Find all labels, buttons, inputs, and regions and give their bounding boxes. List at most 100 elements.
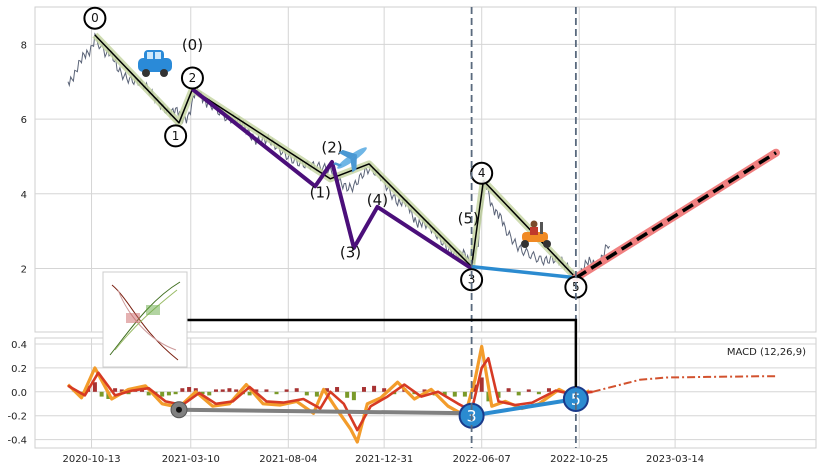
histogram-bar xyxy=(213,389,218,392)
wave-label: (0) xyxy=(182,36,203,54)
inset-thumbnail xyxy=(102,271,188,368)
histogram-bar xyxy=(472,384,477,392)
x-tick-label: 2023-03-14 xyxy=(646,454,704,465)
histogram-bar xyxy=(486,391,491,402)
histogram-bar xyxy=(294,388,299,392)
connector-path xyxy=(187,318,578,387)
macd-divergence-line xyxy=(178,407,472,416)
macd-y-tick: -0.4 xyxy=(7,436,27,447)
macd-line xyxy=(66,344,591,444)
wave-number-circle xyxy=(180,66,204,90)
histogram-bar xyxy=(422,389,427,392)
wave-number-circle xyxy=(83,6,107,30)
macd-marker-dot xyxy=(175,406,182,413)
histogram-bar xyxy=(506,388,511,392)
signal-line xyxy=(67,357,593,432)
histogram-bar xyxy=(200,391,205,395)
histogram-bar xyxy=(462,391,467,397)
macd-legend: MACD (12,26,9) xyxy=(727,347,806,358)
wave-label: (3) xyxy=(340,243,361,261)
scooter-rider xyxy=(530,227,538,235)
price-y-tick-labels: 2 4 6 8 xyxy=(21,40,27,275)
histogram-bar xyxy=(160,391,165,397)
histogram-bar xyxy=(139,389,144,392)
histogram-bar xyxy=(99,391,104,397)
price-y-tick: 2 xyxy=(21,264,27,275)
x-tick-label: 2021-12-31 xyxy=(355,454,413,465)
x-tick-label: 2022-06-07 xyxy=(453,454,511,465)
wave-label: (5) xyxy=(458,210,479,228)
price-series xyxy=(67,32,780,283)
histogram-bar xyxy=(536,391,541,395)
price-y-tick: 8 xyxy=(21,40,27,51)
histogram-bar xyxy=(264,389,269,392)
scooter-body xyxy=(522,232,548,242)
histogram-bar xyxy=(324,388,329,392)
macd-y-tick: 0.0 xyxy=(11,388,27,399)
histogram-bar xyxy=(284,389,289,392)
histogram-bar xyxy=(207,391,212,396)
histogram-bar xyxy=(234,389,239,392)
histogram-bar xyxy=(113,388,118,392)
car-wheel xyxy=(142,69,150,77)
histogram-bar xyxy=(166,391,171,396)
histogram-bar xyxy=(92,382,97,392)
macd-y-tick: 0.2 xyxy=(11,364,27,375)
histogram-bar xyxy=(119,389,124,392)
x-tick-label: 2021-03-10 xyxy=(162,454,220,465)
histogram-bar xyxy=(382,388,387,392)
connector-line xyxy=(187,318,578,387)
histogram-bar xyxy=(304,391,309,396)
histogram-bar xyxy=(126,391,131,395)
histogram-bar xyxy=(227,388,232,392)
wave-number: 4 xyxy=(478,166,486,180)
car-wheel xyxy=(160,69,168,77)
wave-label: (1) xyxy=(310,184,331,202)
histogram-bar xyxy=(180,388,185,392)
histogram-bar xyxy=(351,391,356,401)
macd-projection xyxy=(592,375,776,393)
histogram-bar xyxy=(220,389,225,392)
wave-3-5-segment xyxy=(471,264,577,280)
plane-wing xyxy=(350,154,357,173)
car-window xyxy=(147,52,153,59)
x-tick-label: 2021-08-04 xyxy=(259,454,317,465)
histogram-bar xyxy=(274,391,279,395)
scooter-icon xyxy=(521,220,551,248)
wave-zigzag-line xyxy=(94,34,577,279)
car-icon xyxy=(138,50,172,77)
histogram-bar xyxy=(335,387,340,392)
plane-tail xyxy=(332,162,343,167)
price-y-tick: 6 xyxy=(21,115,27,126)
price-y-tick: 4 xyxy=(21,190,27,201)
histogram-bar xyxy=(146,391,151,396)
histogram-bar xyxy=(345,391,350,398)
wave-label: (4) xyxy=(367,191,388,209)
histogram-bar xyxy=(193,388,198,392)
scooter-rider-head xyxy=(530,220,538,228)
plane-wing xyxy=(338,149,357,160)
macd-wave-line xyxy=(471,397,577,418)
macd-wave-number: 5 xyxy=(571,390,581,409)
subwave-line xyxy=(191,87,473,271)
histogram-bar xyxy=(442,391,447,396)
histogram-bar xyxy=(314,391,319,397)
histogram-bar xyxy=(479,377,484,392)
histogram-bar xyxy=(372,385,377,392)
histogram-bar xyxy=(452,391,457,397)
car-window xyxy=(155,52,161,59)
wave-labels: 012345(0)(1)(2)(3)(4)(5) xyxy=(83,6,588,299)
scooter-stem xyxy=(540,222,543,234)
wave-number-circle xyxy=(460,268,484,292)
histogram-bar xyxy=(247,391,252,396)
wave-number-circle xyxy=(164,124,188,148)
macd-y-tick: -0.2 xyxy=(7,412,27,423)
airplane-icon xyxy=(332,147,367,173)
histogram-bar xyxy=(254,389,259,392)
projection-line xyxy=(574,151,777,280)
x-tick-labels: 2020-10-13 2021-03-10 2021-08-04 2021-12-31… xyxy=(62,454,704,465)
wave-number: 3 xyxy=(468,273,476,287)
histogram-bar xyxy=(361,387,366,392)
x-tick-label: 2020-10-13 xyxy=(62,454,120,465)
